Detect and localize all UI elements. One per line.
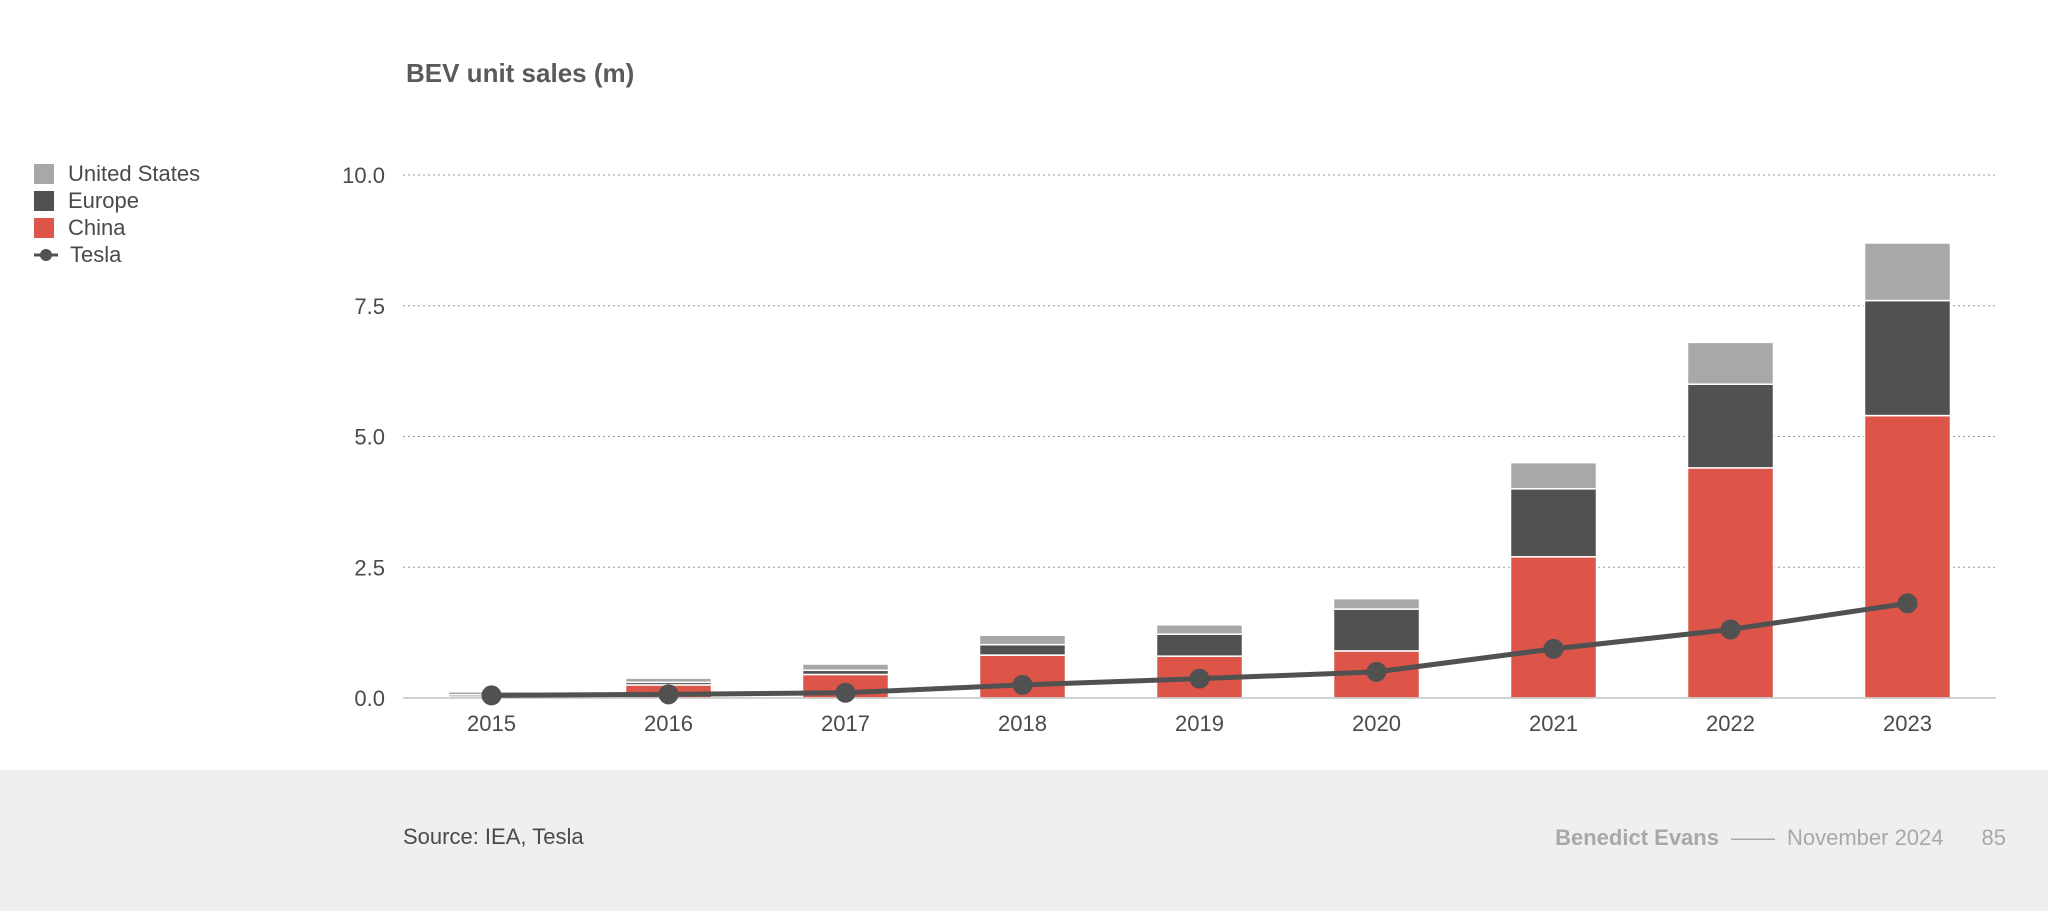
tesla-point bbox=[1897, 593, 1918, 614]
bar-china bbox=[1686, 467, 1775, 699]
bar-china bbox=[1509, 556, 1598, 699]
chart-title: BEV unit sales (m) bbox=[406, 58, 635, 88]
date: November 2024 bbox=[1786, 825, 1944, 850]
bar-united-states bbox=[1332, 597, 1421, 610]
legend-label-united-states: United States bbox=[68, 160, 201, 186]
gridlines bbox=[403, 174, 1996, 568]
bar-china bbox=[1863, 414, 1952, 699]
bar-united-states bbox=[978, 634, 1067, 646]
legend-swatch-united-states bbox=[34, 163, 54, 184]
x-tick-label: 2023 bbox=[1883, 711, 1932, 736]
tesla-point bbox=[835, 682, 856, 703]
bar-europe bbox=[1155, 633, 1244, 657]
bar-europe bbox=[978, 643, 1067, 656]
tesla-point bbox=[1189, 668, 1210, 689]
y-tick-label: 0.0 bbox=[354, 686, 385, 711]
x-tick-label: 2015 bbox=[467, 711, 516, 736]
legend-item-tesla: Tesla bbox=[34, 241, 200, 268]
author: Benedict Evans bbox=[1555, 825, 1719, 850]
x-tick-label: 2022 bbox=[1706, 711, 1755, 736]
y-tick-label: 2.5 bbox=[354, 555, 385, 580]
bar-united-states bbox=[1509, 461, 1598, 490]
y-tick-label: 5.0 bbox=[354, 425, 385, 450]
tesla-point bbox=[1543, 638, 1564, 659]
legend-label-europe: Europe bbox=[68, 187, 139, 213]
credit: Benedict Evans —— November 2024 85 bbox=[1555, 825, 2006, 851]
legend-line-marker-icon bbox=[34, 248, 58, 261]
x-tick-label: 2018 bbox=[998, 711, 1047, 736]
y-tick-label: 7.5 bbox=[354, 294, 385, 319]
bar-united-states bbox=[1686, 341, 1775, 385]
footer: Source: IEA, Tesla Benedict Evans —— Nov… bbox=[0, 770, 2048, 911]
page-number: 85 bbox=[1981, 825, 2006, 850]
x-tick-label: 2020 bbox=[1352, 711, 1401, 736]
legend-swatch-china bbox=[34, 217, 54, 238]
y-tick-label: 10.0 bbox=[342, 163, 385, 188]
bar-europe bbox=[1509, 488, 1598, 558]
tesla-point bbox=[1012, 674, 1033, 695]
legend-swatch-europe bbox=[34, 190, 54, 211]
source-note: Source: IEA, Tesla bbox=[403, 824, 584, 849]
legend-item-china: China bbox=[34, 214, 200, 241]
tesla-point bbox=[658, 684, 679, 705]
bar-europe bbox=[1863, 299, 1952, 417]
x-tick-label: 2017 bbox=[821, 711, 870, 736]
legend-label-china: China bbox=[68, 214, 126, 240]
x-tick-label: 2016 bbox=[644, 711, 693, 736]
legend-item-united-states: United States bbox=[34, 160, 200, 187]
bar-united-states bbox=[624, 677, 713, 684]
bar-europe bbox=[1332, 608, 1421, 652]
bar-united-states bbox=[1155, 624, 1244, 635]
legend-label-tesla: Tesla bbox=[70, 241, 122, 267]
tesla-line bbox=[481, 593, 1918, 706]
x-axis-ticks: 2015 2016 2017 2018 2019 2020 2021 2022 2023 bbox=[467, 711, 1932, 736]
tesla-point bbox=[481, 685, 502, 706]
chart-legend: United States Europe China Tesla bbox=[34, 160, 200, 268]
bar-united-states bbox=[1863, 242, 1952, 302]
tesla-point bbox=[1366, 661, 1387, 682]
tesla-point bbox=[1720, 619, 1741, 640]
x-tick-label: 2021 bbox=[1529, 711, 1578, 736]
bev-sales-chart: 0.0 2.5 5.0 7.5 10.0 2015 2016 2017 2018 2019 202… bbox=[342, 163, 1996, 736]
bar-united-states bbox=[801, 663, 890, 672]
bar-europe bbox=[1686, 383, 1775, 469]
y-axis-ticks: 0.0 2.5 5.0 7.5 10.0 bbox=[342, 163, 385, 711]
x-tick-label: 2019 bbox=[1175, 711, 1224, 736]
separator: —— bbox=[1730, 825, 1775, 850]
legend-item-europe: Europe bbox=[34, 187, 200, 214]
